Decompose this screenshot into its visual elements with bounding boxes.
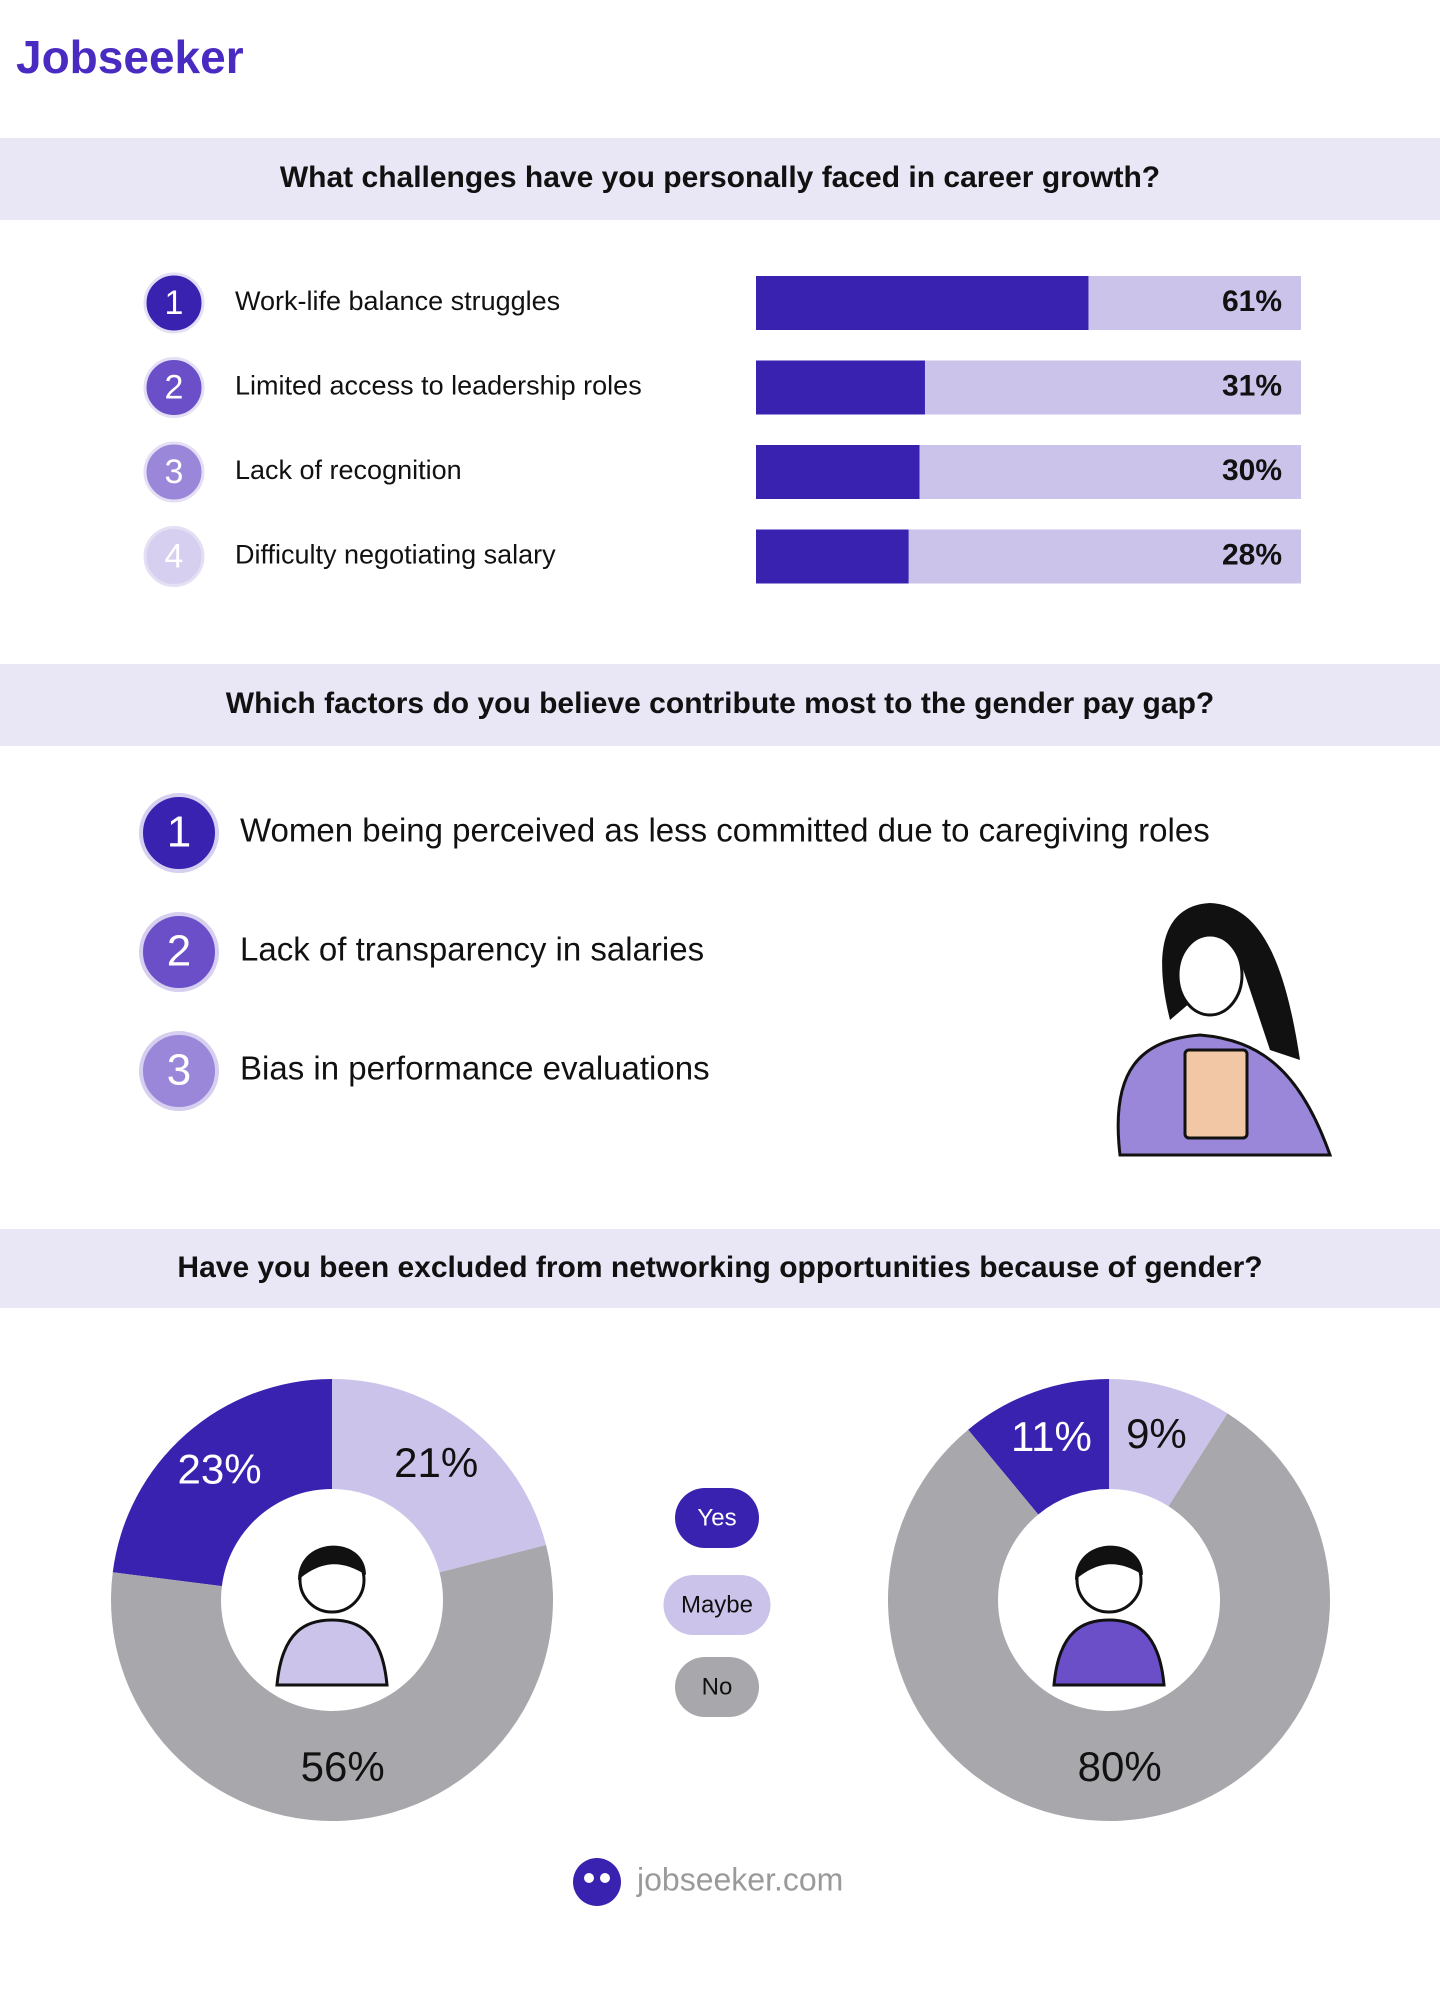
factor-text: Women being perceived as less committed … <box>240 812 1210 849</box>
value-label: 28% <box>1222 538 1282 571</box>
rank-number: 3 <box>165 453 184 491</box>
thinking-woman-illustration <box>1116 903 1333 1157</box>
rank-number: 1 <box>167 808 191 857</box>
donut-segment <box>968 1379 1109 1515</box>
bar <box>756 276 1089 330</box>
bar <box>756 445 920 499</box>
value-label: 61% <box>1222 285 1282 318</box>
person-hair <box>298 1545 366 1580</box>
category-label: Difficulty negotiating salary <box>235 540 556 570</box>
value-label: 56% <box>301 1743 385 1790</box>
section-title: What challenges have you personally face… <box>280 161 1160 194</box>
legend-pill <box>675 1657 759 1717</box>
person-body <box>1052 1618 1166 1687</box>
person-illustration <box>275 1545 389 1687</box>
factor-text: Lack of transparency in salaries <box>240 931 704 968</box>
legend-pill <box>663 1575 771 1635</box>
legend-label: Yes <box>697 1504 736 1531</box>
person-hair <box>1075 1545 1143 1580</box>
category-label: Limited access to leadership roles <box>235 371 642 401</box>
legend-label: Maybe <box>681 1591 753 1618</box>
section-band <box>0 1229 1440 1308</box>
value-label: 30% <box>1222 454 1282 487</box>
category-label: Lack of recognition <box>235 455 462 485</box>
rank-badge <box>143 272 205 334</box>
value-label: 21% <box>394 1439 478 1486</box>
value-label: 9% <box>1126 1410 1187 1457</box>
value-label: 11% <box>1011 1413 1092 1460</box>
footer-icon <box>600 1873 610 1883</box>
value-label: 23% <box>178 1446 262 1493</box>
section-title: Have you been excluded from networking o… <box>177 1251 1262 1284</box>
factor-text: Bias in performance evaluations <box>240 1050 710 1087</box>
rank-badge <box>139 1031 219 1111</box>
logo: Jobseeker <box>16 31 244 83</box>
section-band <box>0 138 1440 220</box>
footer-icon <box>584 1873 594 1883</box>
rank-badge <box>139 912 219 992</box>
rank-number: 1 <box>165 284 184 322</box>
rank-number: 2 <box>165 368 184 406</box>
legend-label: No <box>702 1673 733 1700</box>
rank-badge <box>139 793 219 873</box>
section-title: Which factors do you believe contribute … <box>226 687 1214 720</box>
rank-number: 2 <box>167 927 191 976</box>
rank-badge <box>143 357 205 418</box>
donut-segment <box>110 1545 553 1822</box>
donut-segment <box>888 1413 1331 1821</box>
person-body <box>275 1618 389 1687</box>
footer-site: jobseeker.com <box>636 1861 843 1897</box>
donut-segment <box>1109 1379 1228 1507</box>
donut-segment <box>332 1379 547 1573</box>
section-band <box>0 664 1440 746</box>
donut-segment <box>112 1379 333 1587</box>
value-label: 80% <box>1078 1743 1162 1790</box>
legend-pill <box>675 1488 759 1548</box>
value-label: 31% <box>1222 369 1282 402</box>
bar <box>756 360 925 415</box>
rank-badge <box>143 441 205 503</box>
bar <box>756 529 909 584</box>
person-illustration <box>1052 1545 1166 1687</box>
category-label: Work-life balance struggles <box>235 286 560 316</box>
rank-number: 4 <box>165 537 184 575</box>
rank-number: 3 <box>167 1046 191 1095</box>
rank-badge <box>143 526 205 587</box>
footer-icon <box>573 1858 621 1906</box>
